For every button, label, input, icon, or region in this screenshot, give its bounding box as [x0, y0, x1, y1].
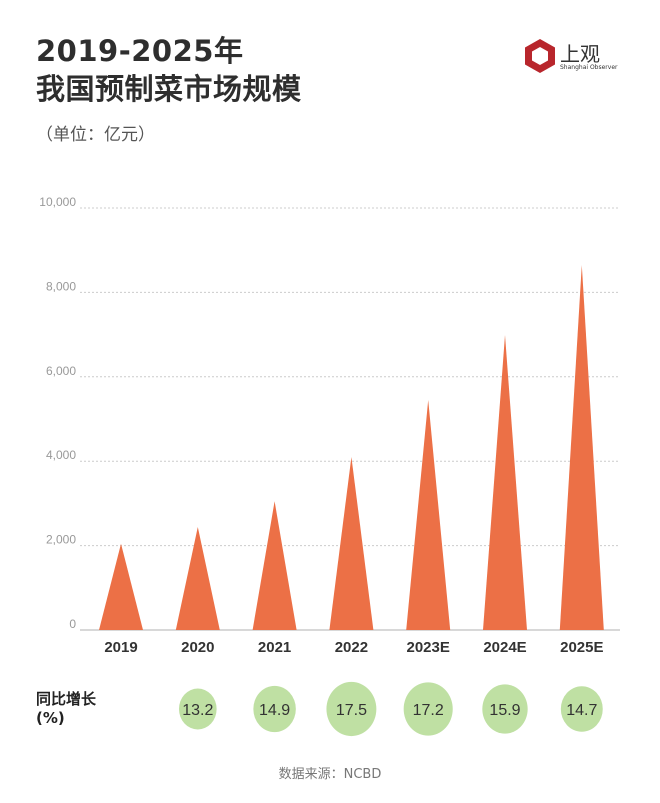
logo-text: 上观	[560, 42, 600, 66]
growth-bubble	[482, 684, 528, 734]
y-tick-label: 10,000	[39, 195, 76, 209]
bar-2024E	[483, 335, 527, 630]
data-source: 数据来源：NCBD	[278, 767, 382, 782]
x-tick-label: 2020	[181, 639, 214, 656]
bar-2020	[175, 527, 220, 630]
x-tick-label: 2021	[258, 639, 291, 656]
logo-subtitle: Shanghai Observer	[560, 64, 618, 71]
y-tick-label: 0	[69, 617, 76, 631]
growth-value: 17.5	[336, 702, 367, 719]
growth-value: 15.9	[489, 702, 520, 719]
y-tick-label: 2,000	[46, 533, 76, 547]
growth-label-line-1: 同比增长	[36, 690, 97, 708]
logo-hexagon-icon	[525, 39, 555, 73]
y-tick-label: 4,000	[46, 448, 76, 462]
x-tick-label: 2019	[104, 639, 137, 656]
bar-2021	[252, 501, 297, 630]
growth-value: 17.2	[413, 702, 444, 719]
shanghai-observer-logo: 上观 Shanghai Observer	[522, 38, 632, 78]
bar-2025E	[559, 264, 604, 630]
x-tick-label: 2025E	[560, 639, 603, 656]
chart-title: 2019-2025年 我国预制菜市场规模	[36, 32, 302, 108]
title-line-2: 我国预制菜市场规模	[36, 72, 302, 106]
unit-label: （单位：亿元）	[36, 125, 155, 145]
title-line-1: 2019-2025年	[36, 34, 244, 68]
y-tick-label: 8,000	[46, 279, 76, 293]
growth-value: 14.9	[259, 702, 290, 719]
x-tick-label: 2022	[335, 639, 368, 656]
growth-label: 同比增长 (%)	[36, 690, 96, 728]
bar-2019	[99, 543, 143, 630]
growth-value: 13.2	[182, 702, 213, 719]
bar-2023E	[406, 400, 451, 630]
x-tick-label: 2023E	[407, 639, 450, 656]
y-tick-label: 6,000	[46, 364, 76, 378]
growth-bubble	[560, 686, 603, 732]
growth-bubble	[326, 681, 377, 737]
growth-value: 14.7	[566, 702, 597, 719]
growth-label-line-2: (%)	[36, 709, 65, 727]
growth-bubble	[253, 685, 296, 733]
growth-bubble	[403, 682, 453, 736]
bar-2022	[329, 456, 374, 630]
x-tick-label: 2024E	[483, 639, 526, 656]
growth-bubble	[178, 688, 217, 730]
